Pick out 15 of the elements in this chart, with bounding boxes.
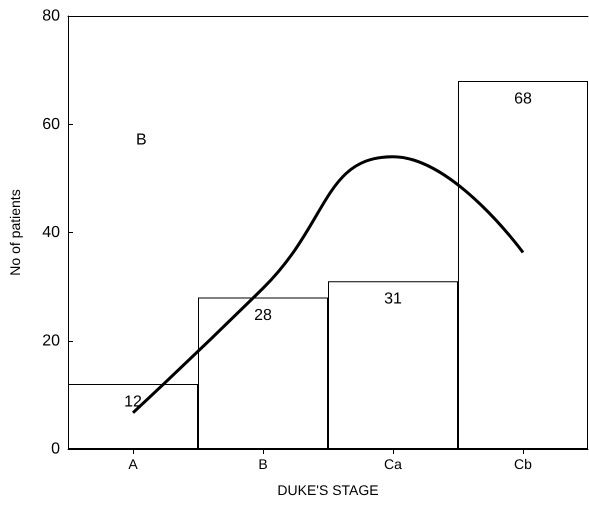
data-label: 31 [384,290,402,308]
y-tick-label: 80 [42,8,60,24]
x-tick-label: Cb [514,456,532,472]
y-axis-title: No of patients [7,189,23,276]
data-label: 68 [514,90,532,108]
y-tick-label: 60 [42,116,60,133]
annotation: B [136,132,147,148]
y-tick-label: 0 [51,440,60,458]
x-tick-label: Ca [384,456,402,472]
x-tick-label: B [258,456,268,472]
y-tick-label: 40 [42,224,60,241]
y-tick-label: 20 [42,332,60,350]
x-axis-title: DUKE'S STAGE [277,482,379,498]
data-label: 28 [254,306,272,324]
x-tick-label: A [128,456,138,472]
